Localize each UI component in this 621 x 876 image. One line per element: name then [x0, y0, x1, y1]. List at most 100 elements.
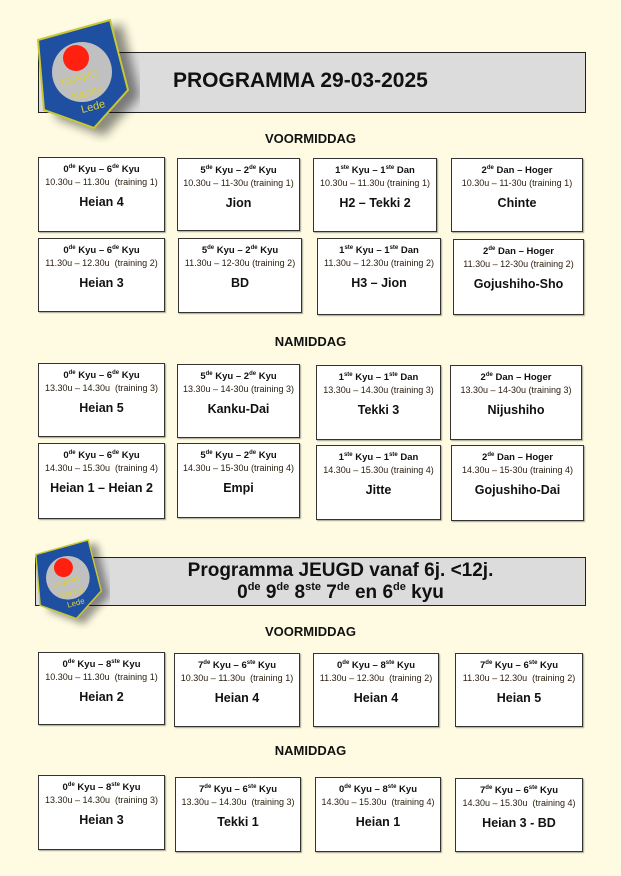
level-text-part: Dan – Hoger — [492, 372, 552, 383]
youth-subtitle: 0de 9de 8ste 7de en 6de kyu — [96, 582, 585, 604]
time-slot: 11.30u – 12.30u (training 2) — [324, 258, 434, 268]
level-text-part: 1 — [383, 452, 390, 463]
level-text-part: Kyu — [119, 659, 141, 670]
level-text-part: de — [488, 246, 496, 252]
level-text-part: Dan — [397, 372, 419, 383]
level-range: 7de Kyu – 6ste Kyu — [456, 660, 582, 671]
level-text-part: de — [68, 164, 76, 170]
level-text-part: Kyu — [119, 164, 140, 175]
level-text-part: 0 — [62, 782, 68, 793]
level-range: 2de Dan – Hoger — [454, 246, 583, 257]
level-text-part: Kyu – — [75, 370, 107, 381]
level-text-part: 0 — [62, 659, 68, 670]
level-text-part: Kyu — [256, 165, 277, 176]
training-card: 2de Dan – Hoger 13.30u – 14-30u (training… — [450, 365, 582, 440]
level-text-part: 1 — [338, 452, 344, 463]
level-text-part: de — [67, 659, 75, 665]
level-text-part: 1 — [380, 165, 386, 176]
level-text-part: ste — [343, 452, 353, 458]
kata-name: H2 – Tekki 2 — [339, 196, 411, 210]
level-text-part: Kyu – — [212, 165, 244, 176]
time-slot: 11.30u – 12-30u (training 2) — [463, 259, 574, 269]
level-text-part: Kyu — [119, 245, 140, 256]
level-text-part: de — [336, 581, 350, 593]
training-card: 0de Kyu – 6de Kyu 14.30u – 15.30u (traini… — [38, 443, 165, 519]
kata-name: Heian 3 - BD — [482, 816, 556, 830]
kata-name: Chinte — [497, 196, 537, 210]
level-text-part: de — [205, 371, 213, 377]
training-card: 5de Kyu – 2de Kyu 13.30u – 14-30u (traini… — [177, 364, 300, 438]
level-text-part: 9 — [265, 582, 277, 603]
level-text-part: Kyu – — [349, 165, 381, 176]
training-card: 1ste Kyu – 1ste Dan 11.30u – 12.30u (trai… — [317, 238, 441, 315]
level-range: 5de Kyu – 2de Kyu — [178, 450, 299, 461]
time-slot: 11.30u – 12.30u (training 2) — [45, 258, 158, 268]
level-text-part: de — [342, 660, 350, 666]
level-text-part: de — [247, 581, 261, 593]
level-text-part: Dan – Hoger — [493, 165, 553, 176]
training-card: 1ste Kyu – 1ste Dan 10.30u – 11.30u (trai… — [313, 158, 437, 232]
time-slot: 11.30u – 12.30u (training 2) — [462, 673, 576, 683]
level-text-part: Kyu — [396, 784, 418, 795]
level-text-part: ste — [387, 784, 397, 790]
level-text-part: 0 — [63, 450, 69, 461]
level-text-part: 7 — [198, 784, 205, 795]
level-text-part: 7 — [197, 660, 204, 671]
level-text-part: 6 — [106, 370, 113, 381]
training-card: 2de Dan – Hoger 14.30u – 15-30u (training… — [451, 445, 584, 521]
kata-name: BD — [230, 276, 250, 290]
training-card: 0de Kyu – 8ste Kyu 14.30u – 15.30u (train… — [315, 777, 441, 852]
kata-name: Heian 5 — [496, 691, 542, 705]
level-text-part: Kyu — [256, 784, 278, 795]
level-text-part: 8 — [294, 582, 306, 603]
training-card: 0de Kyu – 8ste Kyu 13.30u – 14.30u (train… — [38, 775, 165, 850]
level-text-part: Kyu – — [211, 784, 243, 795]
level-text-part: 5 — [200, 165, 206, 176]
time-slot: 11.30u – 12-30u (training 2) — [184, 258, 296, 268]
level-text-part: ste — [111, 659, 120, 665]
level-text-part: kyu — [405, 582, 444, 603]
level-text-part: ste — [389, 452, 398, 458]
kata-name: Jion — [225, 196, 252, 210]
time-slot: 13.30u – 14.30u (training 3) — [323, 385, 434, 395]
level-text-part: Kyu – — [75, 450, 107, 461]
level-text-part: 6 — [382, 582, 394, 603]
level-range: 1ste Kyu – 1ste Dan — [317, 372, 440, 383]
level-text-part: 0 — [336, 660, 343, 671]
level-text-part: 2 — [243, 165, 250, 176]
level-range: 1ste Kyu – 1ste Dan — [314, 165, 436, 176]
level-text-part: de — [68, 450, 76, 456]
level-text-part: de — [485, 660, 493, 666]
level-range: 0de Kyu – 6de Kyu — [39, 370, 164, 381]
level-text-part: 0 — [63, 370, 69, 381]
kata-name: Gojushiho-Sho — [473, 277, 564, 291]
training-card: 5de Kyu – 2de Kyu 10.30u – 11-30u (traini… — [177, 158, 300, 231]
training-card: 7de Kyu – 6ste Kyu 13.30u – 14.30u (train… — [175, 777, 301, 852]
level-text-part: 8 — [380, 660, 386, 671]
level-text-part: Dan – Hoger — [494, 452, 553, 463]
kata-name: Heian 5 — [79, 401, 124, 415]
level-text-part: ste — [385, 660, 395, 666]
time-slot: 13.30u – 14.30u (training 3) — [181, 797, 295, 807]
time-slot: 10.30u – 11-30u (training 1) — [183, 178, 294, 188]
level-range: 5de Kyu – 2de Kyu — [178, 165, 299, 176]
taisho-karate-logo: TAISHO Karate Lede — [36, 18, 140, 136]
training-card: 1ste Kyu – 1ste Dan 13.30u – 14.30u (trai… — [316, 365, 441, 440]
level-text-part: de — [112, 164, 120, 170]
kata-name: Nijushiho — [487, 403, 545, 417]
youth-afternoon-heading: NAMIDDAG — [274, 743, 347, 758]
level-range: 0de Kyu – 6de Kyu — [39, 245, 164, 256]
level-text-part: de — [67, 782, 75, 788]
training-card: 5de Kyu – 2de Kyu 14.30u – 15-30u (traini… — [177, 443, 300, 518]
time-slot: 13.30u – 14-30u (training 3) — [460, 385, 572, 395]
level-text-part: 8 — [105, 782, 112, 793]
level-text-part: 6 — [241, 660, 247, 671]
level-text-part: Kyu — [257, 245, 279, 256]
level-range: 0de Kyu – 8ste Kyu — [39, 782, 164, 793]
level-text-part: de — [112, 370, 120, 376]
level-range: 0de Kyu – 6de Kyu — [39, 164, 164, 175]
kata-name: Tekki 1 — [217, 815, 259, 829]
level-text-part: Kyu — [119, 450, 140, 461]
level-text-part: Dan – Hoger — [495, 246, 554, 257]
time-slot: 13.30u – 14-30u (training 3) — [182, 384, 295, 394]
